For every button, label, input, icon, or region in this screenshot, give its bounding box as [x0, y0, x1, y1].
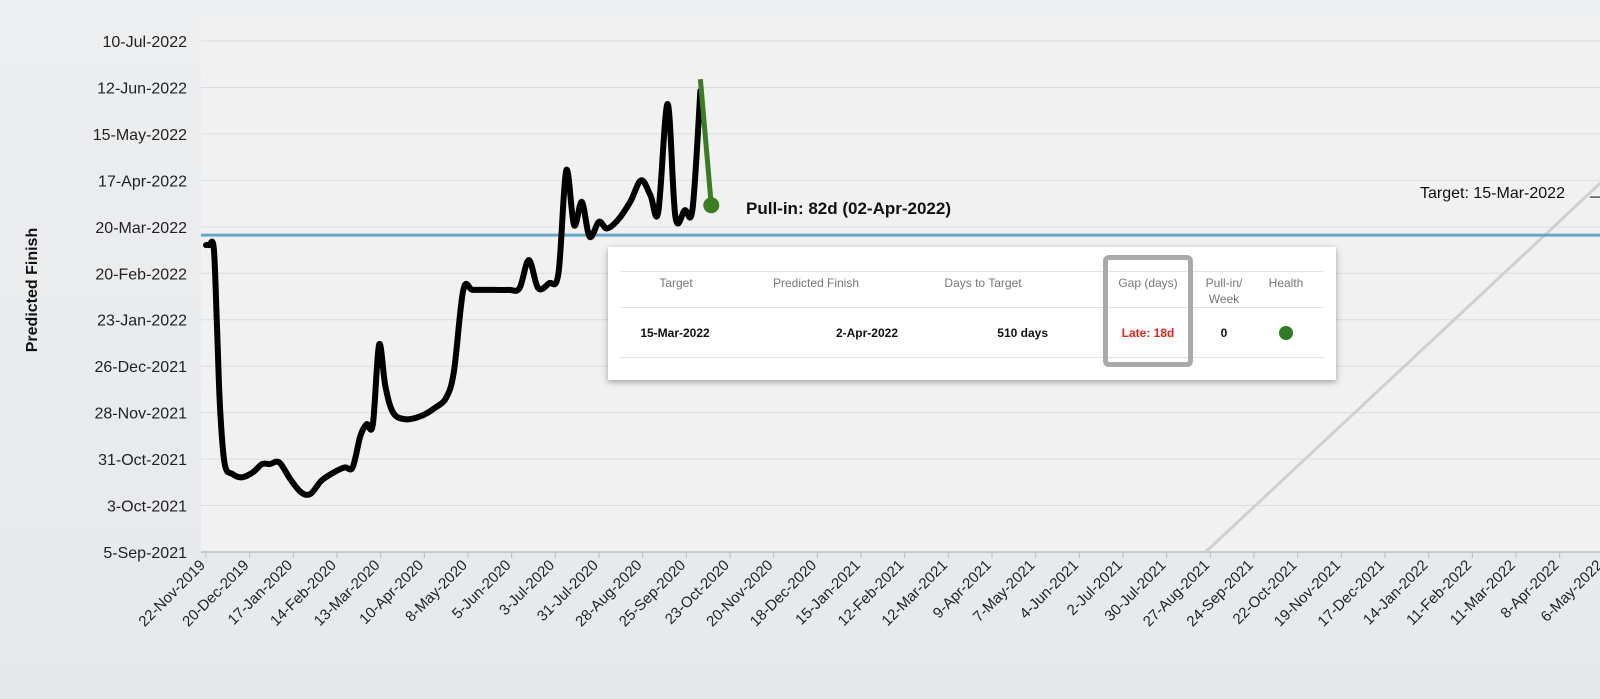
cell-target: 15-Mar-2022	[640, 326, 710, 340]
y-tick-labels: 5-Sep-2021 3-Oct-2021 31-Oct-2021 28-Nov-20…	[93, 34, 187, 562]
y-tick-label: 20-Feb-2022	[95, 266, 187, 283]
projection-end-point	[703, 197, 720, 214]
y-tick-label: 31-Oct-2021	[98, 452, 187, 469]
y-axis-label: Predicted Finish	[24, 228, 41, 352]
header-pull-in-line1: Pull-in/	[1205, 276, 1243, 290]
table-bottom-rule	[620, 357, 1324, 358]
header-pull-in-week: Pull-in/ Week	[1196, 275, 1252, 307]
gridlines	[201, 40, 1600, 553]
header-predicted-finish: Predicted Finish	[772, 276, 860, 290]
summary-table: Target Predicted Finish Days to Target G…	[608, 247, 1336, 380]
cell-pull-in-week: 0	[1220, 326, 1228, 340]
header-pull-in-line2: Week	[1208, 292, 1240, 306]
cell-days-to-target: 510 days	[997, 326, 1048, 340]
y-tick-label: 3-Oct-2021	[107, 499, 187, 516]
y-tick-label: 28-Nov-2021	[95, 406, 188, 423]
table-top-rule	[620, 271, 1324, 272]
y-tick-label: 26-Dec-2021	[95, 359, 188, 376]
y-tick-label: 10-Jul-2022	[103, 34, 188, 51]
ideal-trend-line	[1204, 181, 1600, 554]
cell-gap-days: Late: 18d	[1121, 326, 1175, 340]
cell-predicted-finish: 2-Apr-2022	[835, 326, 898, 340]
series-lines	[201, 78, 1600, 554]
y-tick-label: 17-Apr-2022	[98, 173, 187, 190]
gap-highlight-box	[1103, 255, 1193, 367]
history-series-line	[203, 87, 704, 498]
header-target: Target	[659, 276, 693, 290]
pull-in-annotation: Pull-in: 82d (02-Apr-2022)	[746, 199, 951, 218]
header-gap-days: Gap (days)	[1118, 276, 1178, 290]
y-tick-label: 12-Jun-2022	[97, 80, 187, 97]
table-header-rule	[620, 307, 1324, 308]
y-tick-label: 23-Jan-2022	[97, 313, 187, 330]
y-tick-label: 5-Sep-2021	[103, 545, 187, 562]
header-days-to-target: Days to Target	[944, 276, 1022, 290]
x-tick-labels: 22-Nov-201920-Dec-201917-Jan-202014-Feb-…	[135, 552, 1600, 630]
header-health: Health	[1268, 276, 1304, 290]
target-annotation: Target: 15-Mar-2022	[1420, 185, 1565, 202]
health-status-dot	[1279, 326, 1293, 340]
y-tick-label: 15-May-2022	[93, 127, 187, 144]
projection-series-line	[697, 78, 714, 206]
y-tick-label: 20-Mar-2022	[95, 220, 187, 237]
